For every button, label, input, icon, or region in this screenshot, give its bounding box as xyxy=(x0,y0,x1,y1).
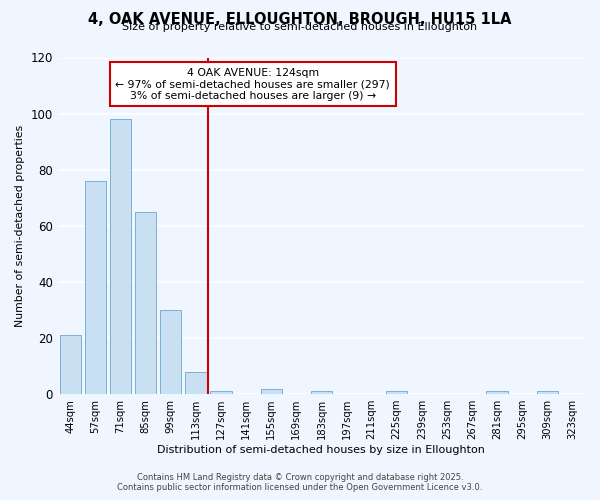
Bar xyxy=(487,392,508,394)
Bar xyxy=(185,372,206,394)
Text: 4, OAK AVENUE, ELLOUGHTON, BROUGH, HU15 1LA: 4, OAK AVENUE, ELLOUGHTON, BROUGH, HU15 … xyxy=(88,12,512,28)
Text: Size of property relative to semi-detached houses in Elloughton: Size of property relative to semi-detach… xyxy=(122,22,478,32)
Bar xyxy=(85,181,106,394)
Bar xyxy=(135,212,157,394)
Bar xyxy=(386,392,407,394)
Text: 4 OAK AVENUE: 124sqm
← 97% of semi-detached houses are smaller (297)
3% of semi-: 4 OAK AVENUE: 124sqm ← 97% of semi-detac… xyxy=(115,68,390,101)
Bar xyxy=(160,310,181,394)
Bar xyxy=(59,336,81,394)
X-axis label: Distribution of semi-detached houses by size in Elloughton: Distribution of semi-detached houses by … xyxy=(157,445,485,455)
Text: Contains HM Land Registry data © Crown copyright and database right 2025.
Contai: Contains HM Land Registry data © Crown c… xyxy=(118,473,482,492)
Bar xyxy=(260,388,282,394)
Y-axis label: Number of semi-detached properties: Number of semi-detached properties xyxy=(15,125,25,327)
Bar xyxy=(536,392,558,394)
Bar xyxy=(311,392,332,394)
Bar xyxy=(110,119,131,394)
Bar xyxy=(211,392,232,394)
